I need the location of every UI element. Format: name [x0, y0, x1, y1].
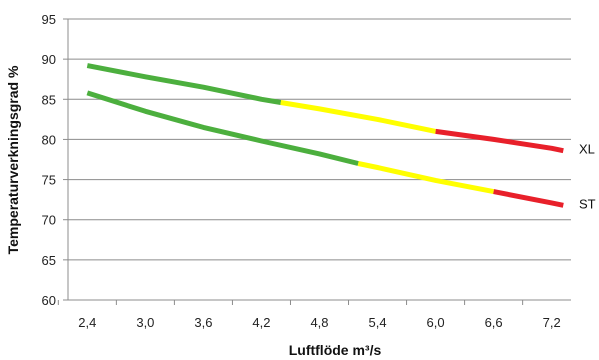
x-tick-label: 4,8 [310, 315, 328, 330]
x-tick-label: 3,0 [136, 315, 154, 330]
series-st-segment-2 [493, 189, 564, 208]
x-tick-label: 6,0 [427, 315, 445, 330]
y-axis-title: Temperaturverkningsgrad % [5, 65, 21, 254]
x-tick-label: 7,2 [543, 315, 561, 330]
y-tick-label: 60 [42, 293, 56, 308]
x-axis-title: Luftflöde m³/s [289, 342, 382, 358]
series-label-st: ST [579, 196, 596, 211]
x-tick-label: 5,4 [368, 315, 386, 330]
x-tick-label: 4,2 [252, 315, 270, 330]
series-xl-segment-2 [435, 128, 564, 154]
series-labels: XL ST [579, 142, 596, 212]
y-tick-label: 80 [42, 132, 56, 147]
y-tick-label: 95 [42, 12, 56, 27]
series-xl-segment-0 [86, 63, 282, 105]
axes [57, 18, 571, 305]
series-xl-segment-1 [280, 100, 437, 134]
y-tick-label: 65 [42, 253, 56, 268]
y-tick-label: 70 [42, 213, 56, 228]
y-tick-label: 90 [42, 52, 56, 67]
series-st-segment-0 [86, 90, 359, 166]
y-tick-label: 75 [42, 173, 56, 188]
y-tick-labels: 60 65 70 75 80 85 90 95 [42, 12, 56, 308]
series-lines [86, 63, 564, 208]
x-tick-label: 2,4 [78, 315, 96, 330]
grid-lines [68, 18, 571, 301]
series-st-segment-1 [357, 161, 495, 195]
series-label-xl: XL [579, 142, 595, 157]
y-tick-label: 85 [42, 92, 56, 107]
x-tick-label: 6,6 [485, 315, 503, 330]
x-tick-labels: 2,4 3,0 3,6 4,2 4,8 5,4 6,0 6,6 7,2 [78, 315, 560, 330]
x-tick-label: 3,6 [194, 315, 212, 330]
